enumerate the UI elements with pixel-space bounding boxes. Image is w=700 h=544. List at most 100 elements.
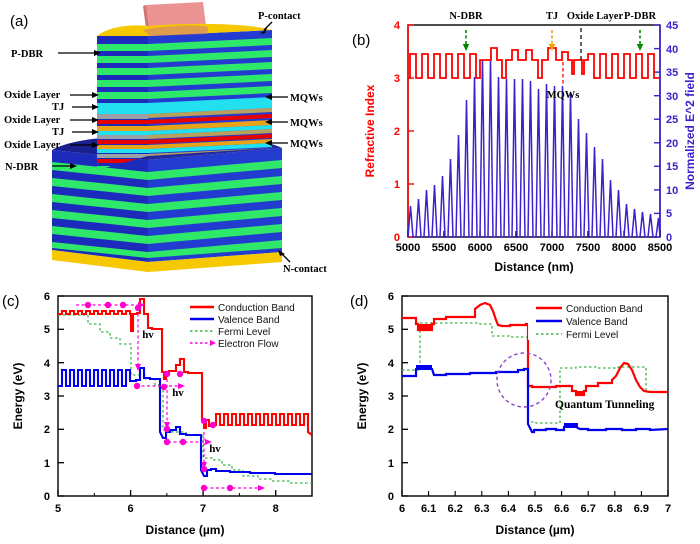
panel-d-xlabel: Distance (µm) bbox=[496, 523, 575, 537]
b-xt-7000: 7000 bbox=[540, 242, 564, 254]
c-xt-5: 5 bbox=[55, 503, 61, 515]
panel-a-label-group: (a) P-DBR Oxide Layer TJ Oxide Layer TJ … bbox=[4, 11, 327, 275]
panel-b-annotation-n-dbr: N-DBR bbox=[449, 11, 483, 22]
panel-d-ylabel: Energy (eV) bbox=[355, 363, 369, 430]
d-xt-4: 6.4 bbox=[501, 503, 517, 515]
legend-label-conduction-band: Conduction Band bbox=[218, 303, 295, 314]
panel-c-electron-flow-group bbox=[76, 301, 265, 492]
label-tj-1: TJ bbox=[52, 102, 64, 113]
b-ytick-1: 1 bbox=[394, 179, 400, 191]
panel-c-ylabel: Energy (eV) bbox=[11, 363, 25, 430]
p-dbr-marker-arrow bbox=[636, 44, 644, 51]
leader-n-contact bbox=[281, 253, 291, 263]
c-yt-1: 1 bbox=[44, 458, 50, 470]
legend-label-valence-band: Valence Band bbox=[566, 317, 628, 328]
panel-c-legend: Conduction Band Valence Band Fermi Level… bbox=[184, 298, 311, 350]
b-y2-0: 0 bbox=[666, 232, 672, 244]
label-oxide-2: Oxide Layer bbox=[4, 115, 61, 126]
label-mqws-1: MQWs bbox=[290, 93, 323, 104]
c-xt-7: 7 bbox=[200, 503, 206, 515]
legend-label-electron-flow: Electron Flow bbox=[218, 339, 279, 350]
label-n-dbr: N-DBR bbox=[5, 162, 39, 173]
arrow-tj-2 bbox=[92, 129, 99, 135]
b-y2-30: 30 bbox=[666, 91, 678, 103]
b-y2-35: 35 bbox=[666, 67, 678, 79]
panel-c-xlabel: Distance (µm) bbox=[146, 523, 225, 537]
arrow-n-contact bbox=[278, 250, 285, 256]
d-yt-0: 0 bbox=[388, 491, 394, 503]
b-ytick-0: 0 bbox=[394, 232, 400, 244]
panel-d-fermi-level-curve bbox=[402, 322, 668, 424]
panel-d-tag: (d) bbox=[350, 293, 368, 310]
panel-c-tag: (c) bbox=[2, 293, 20, 310]
electron-flow-arrow-v2 bbox=[164, 422, 170, 429]
arrow-mqws-3 bbox=[265, 140, 272, 146]
arrow-p-contact bbox=[260, 28, 267, 34]
b-xt-6000: 6000 bbox=[468, 242, 492, 254]
c-yt-6: 6 bbox=[44, 291, 50, 303]
panel-c-annotation-hv-3: hv bbox=[209, 443, 221, 455]
panel-b-left-ticks: 0 1 2 3 4 bbox=[394, 20, 414, 244]
electron-flow-arrow-v1 bbox=[135, 364, 141, 371]
leader-p-contact bbox=[263, 21, 273, 31]
b-y2-15: 15 bbox=[666, 161, 678, 173]
panel-d-legend: Conduction Band Valence Band Fermi Level bbox=[528, 298, 664, 341]
b-y2-25: 25 bbox=[666, 114, 678, 126]
electron-flow-arrow-4 bbox=[258, 485, 265, 491]
panel-d-conduction-band-curve bbox=[402, 301, 668, 397]
b-xt-6500: 6500 bbox=[504, 242, 528, 254]
c-yt-4: 4 bbox=[44, 358, 51, 370]
panel-a-tag: (a) bbox=[10, 13, 28, 30]
c-yt-0: 0 bbox=[44, 491, 50, 503]
panel-d-vb-mqw-notch-1 bbox=[416, 365, 432, 370]
panel-b-right-ticks: 0 5 10 15 20 25 30 35 40 45 bbox=[654, 20, 678, 244]
d-xt-5: 6.5 bbox=[527, 503, 542, 515]
panel-b-tag: (b) bbox=[352, 32, 370, 49]
panel-d-cb-mqw-notch-2 bbox=[576, 391, 584, 396]
panel-b-xlabel: Distance (nm) bbox=[494, 260, 573, 274]
panel-b-refractive-index-field-chart: (b) 0 1 2 3 4 bbox=[350, 0, 700, 280]
pillar-top-inner bbox=[143, 25, 208, 36]
panel-c-annotation-hv-2: hv bbox=[172, 387, 184, 399]
panel-a-schematic: (a) P-DBR Oxide Layer TJ Oxide Layer TJ … bbox=[0, 0, 350, 280]
panel-c-annotation-hv-1: hv bbox=[142, 329, 154, 341]
panel-b-annotation-group: N-DBR TJ Oxide Layer P-DBR MQWs bbox=[449, 11, 656, 101]
b-y2-10: 10 bbox=[666, 185, 678, 197]
panel-d-x-ticks: 6 6.1 6.2 6.3 6.4 6.5 6.6 6.7 6.8 6.9 7 bbox=[399, 490, 671, 515]
panel-b-efield-curve bbox=[407, 59, 661, 238]
electron-flow-arrow-2 bbox=[178, 383, 185, 389]
n-contact-gold-right bbox=[148, 252, 282, 272]
b-y2-40: 40 bbox=[666, 44, 678, 56]
d-xt-9: 6.9 bbox=[634, 503, 649, 515]
b-ytick-2: 2 bbox=[394, 126, 400, 138]
pillar-top-left bbox=[97, 25, 148, 36]
d-xt-1: 6.1 bbox=[421, 503, 436, 515]
panel-b-ylabel-right: Normalized E^2 field bbox=[683, 72, 697, 190]
label-oxide-3: Oxide Layer bbox=[4, 140, 61, 151]
arrow-oxide-2 bbox=[92, 117, 99, 123]
panel-b-annotation-oxide: Oxide Layer bbox=[567, 11, 624, 22]
panel-c-band-diagram-chart: (c) 0 1 2 3 4 5 6 bbox=[0, 280, 350, 544]
panel-b-refractive-index-curve bbox=[408, 47, 660, 79]
panel-c-valence-band-curve bbox=[58, 366, 312, 478]
panel-b-ylabel-left: Refractive Index bbox=[363, 84, 377, 177]
panel-b-annotation-p-dbr: P-DBR bbox=[624, 11, 656, 22]
panel-c-y-ticks: 0 1 2 3 4 5 6 bbox=[44, 291, 64, 503]
panel-c-conduction-band-curve bbox=[58, 297, 313, 436]
d-yt-5: 5 bbox=[388, 324, 394, 336]
label-p-contact: P-contact bbox=[258, 11, 301, 22]
b-ytick-4: 4 bbox=[394, 20, 401, 32]
b-y2-5: 5 bbox=[666, 208, 672, 220]
bottom-mesa-right-stripes bbox=[148, 160, 282, 258]
panel-b-x-ticks: 5000 5500 6000 6500 7000 7500 8000 8500 bbox=[396, 231, 672, 254]
d-xt-8: 6.8 bbox=[607, 503, 622, 515]
panel-d-svg: (d) 0 1 2 3 4 5 6 bbox=[350, 291, 671, 537]
arrow-p-dbr bbox=[94, 50, 101, 56]
arrow-oxide-3 bbox=[92, 142, 99, 148]
b-y2-45: 45 bbox=[666, 20, 678, 32]
legend-label-fermi-level: Fermi Level bbox=[218, 327, 270, 338]
arrow-tj-1 bbox=[92, 104, 99, 110]
panel-d-tunnel-junction-chart: (d) 0 1 2 3 4 5 6 bbox=[350, 280, 700, 544]
label-mqws-2: MQWs bbox=[290, 118, 323, 129]
